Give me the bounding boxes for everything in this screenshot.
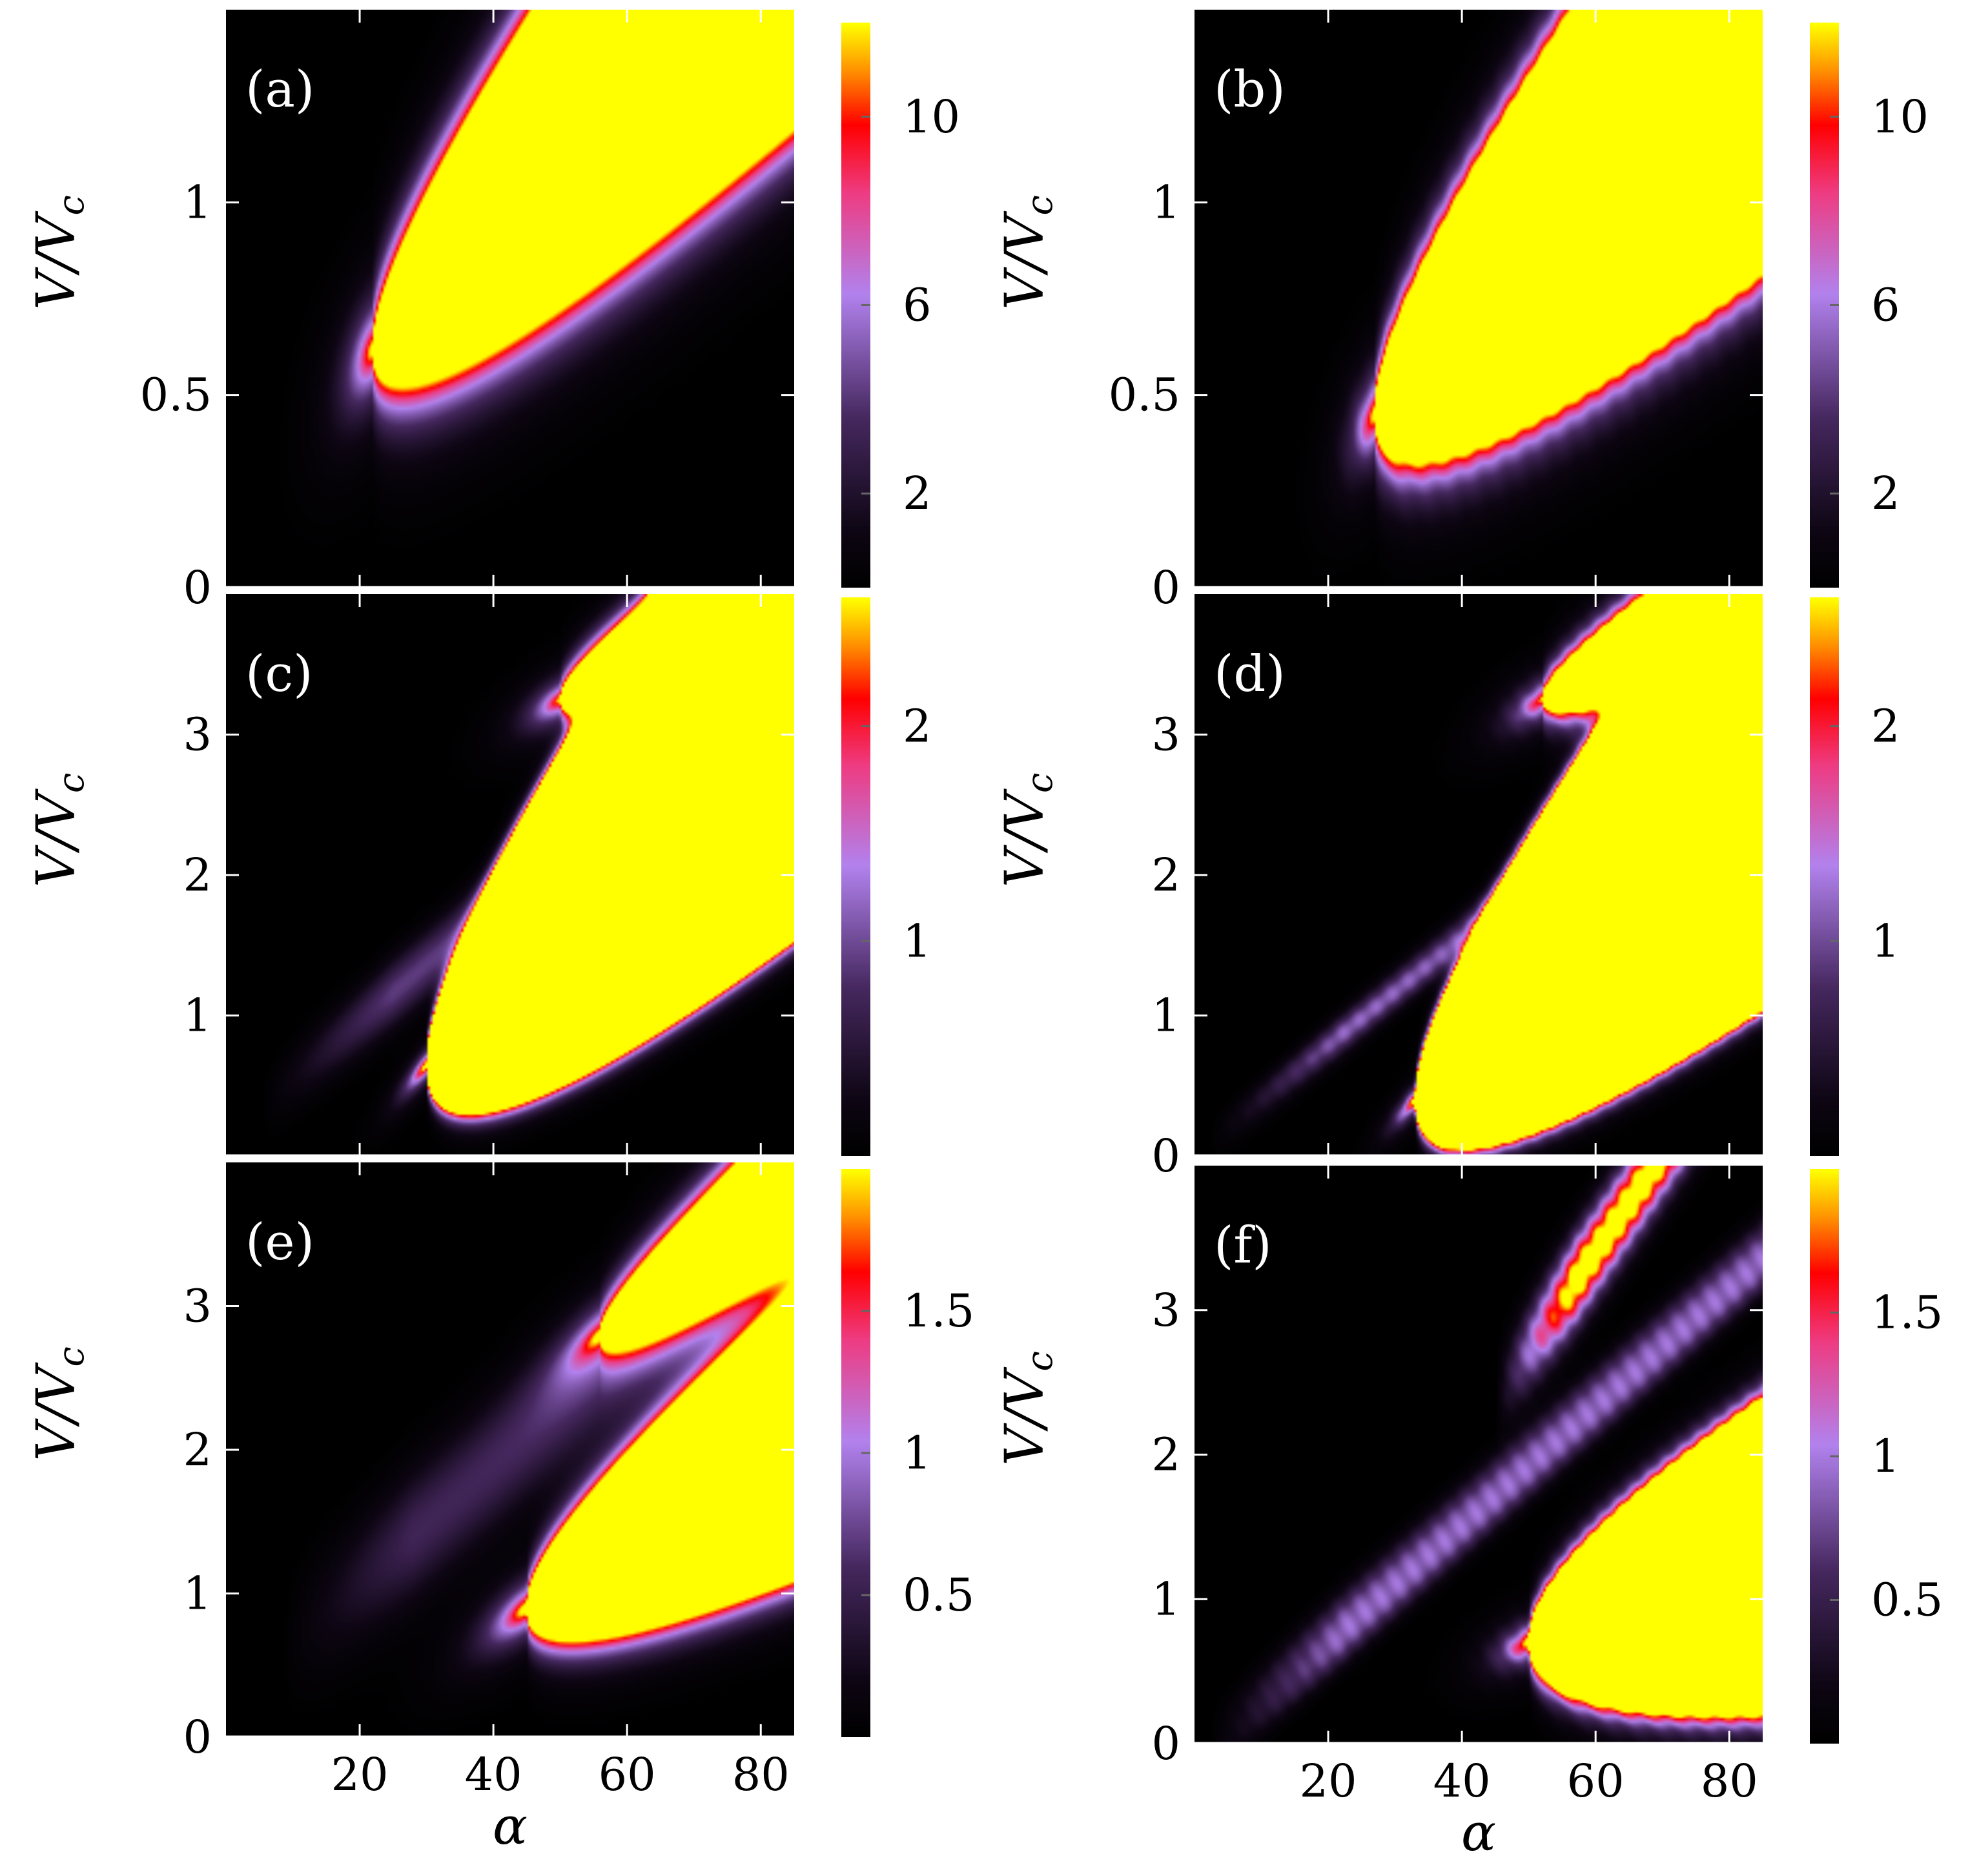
y-axis-label-sub: c (50, 195, 92, 215)
panel-label: (f) (1214, 1217, 1272, 1275)
panel-label: (c) (245, 645, 313, 703)
y-tick-label: 1 (1151, 176, 1180, 229)
panel-label: (b) (1214, 61, 1286, 119)
x-tick-label: 80 (732, 1748, 790, 1801)
x-tick-label: 20 (1300, 1755, 1357, 1808)
colorbar-tick-label: 6 (903, 279, 932, 332)
y-axis-label-main: V/V (994, 1366, 1056, 1466)
y-axis-label-sub: c (50, 1346, 92, 1366)
x-axis-label: α (1461, 1802, 1496, 1862)
colorbar-tick-label: 6 (1871, 279, 1900, 332)
panel-b: 0 0.5 1 V/Vc (b) 2 6 10 (994, 10, 1929, 614)
panel-label: (d) (1214, 645, 1286, 703)
y-tick-label: 1 (183, 176, 212, 229)
y-tick-label: 3 (1151, 708, 1180, 761)
y-tick-label: 1 (1151, 1572, 1180, 1625)
x-tick-label: 60 (599, 1748, 656, 1801)
y-axis-label: V/Vc (994, 773, 1061, 887)
y-axis-label-sub: c (50, 773, 92, 793)
colorbar-tick-label: 1 (1871, 1430, 1900, 1483)
y-axis-label: V/Vc (26, 773, 92, 887)
colorbar-tick-label: 1 (1871, 914, 1900, 967)
y-tick-label: 2 (183, 1423, 212, 1476)
heatmap-a (226, 10, 794, 588)
panel-f: 0 1 2 3 20 40 60 80 α V/Vc (f) 0.5 1 1.5 (994, 1166, 1943, 1862)
x-tick-label: 40 (465, 1748, 522, 1801)
panel-e: 0 1 2 3 20 40 60 80 α V/Vc (e) 0.5 1 1.5 (26, 1162, 974, 1856)
heatmap-d (1195, 594, 1763, 1156)
y-axis-label-main: V/V (26, 1362, 87, 1461)
y-axis-label-sub: c (1019, 1351, 1061, 1371)
y-axis-label-main: V/V (26, 211, 87, 310)
panel-label: (a) (245, 61, 314, 119)
y-axis-label-main: V/V (994, 211, 1056, 310)
colorbar-tick-label: 2 (903, 700, 932, 753)
y-tick-label: 2 (183, 849, 212, 902)
y-axis-label-main: V/V (994, 788, 1056, 887)
y-tick-label: 0 (183, 1711, 212, 1764)
panel-d: 0 1 2 3 V/Vc (d) 1 2 (994, 594, 1900, 1182)
y-tick-label: 1 (1151, 989, 1180, 1042)
y-tick-label: 2 (1151, 1428, 1180, 1481)
y-tick-label: 3 (183, 708, 212, 761)
colorbar-tick-label: 1 (903, 914, 932, 967)
y-tick-label: 0 (1151, 1717, 1180, 1770)
colorbar-tick-label: 2 (1871, 467, 1900, 520)
y-axis-label: V/Vc (994, 195, 1061, 309)
x-axis-label: α (493, 1796, 528, 1856)
heatmap-b (1195, 10, 1763, 588)
y-tick-label: 0.5 (1109, 369, 1180, 422)
y-axis-label-main: V/V (26, 788, 87, 887)
x-tick-label: 60 (1567, 1755, 1625, 1808)
heatmap-e (226, 1162, 794, 1737)
y-axis-label-sub: c (1019, 195, 1061, 215)
y-tick-label: 0 (1151, 1129, 1180, 1182)
y-tick-label: 3 (1151, 1284, 1180, 1337)
y-axis-label-sub: c (1019, 773, 1061, 793)
y-tick-label: 0 (1151, 561, 1180, 614)
panel-a: 0 0.5 1 V/Vc (a) 2 6 10 (26, 10, 960, 614)
y-tick-label: 3 (183, 1280, 212, 1333)
y-tick-label: 0 (183, 561, 212, 614)
panel-c: 1 2 3 V/Vc (c) 1 2 (26, 594, 932, 1158)
colorbar-tick-label: 2 (903, 467, 932, 520)
colorbar-tick-label: 10 (903, 90, 960, 143)
heatmap-c (226, 594, 794, 1156)
colorbar-tick-label: 1.5 (903, 1284, 974, 1337)
y-tick-label: 1 (183, 1567, 212, 1620)
colorbar-d (1810, 597, 1839, 1156)
y-tick-label: 1 (183, 989, 212, 1042)
x-tick-label: 20 (331, 1748, 389, 1801)
colorbar-tick-label: 10 (1871, 90, 1929, 143)
x-tick-label: 80 (1701, 1755, 1758, 1808)
y-axis-label: V/Vc (994, 1351, 1061, 1465)
y-tick-label: 2 (1151, 849, 1180, 902)
colorbar-tick-label: 1.5 (1871, 1286, 1943, 1339)
y-axis-label: V/Vc (26, 1346, 92, 1461)
y-axis-label: V/Vc (26, 195, 92, 309)
colorbar-tick-label: 0.5 (903, 1569, 974, 1622)
colorbar-tick-label: 0.5 (1871, 1574, 1943, 1627)
colorbar-c (841, 597, 870, 1156)
colorbar-tick-label: 2 (1871, 700, 1900, 753)
heatmap-f (1195, 1166, 1763, 1744)
panel-label: (e) (245, 1213, 314, 1272)
x-tick-label: 40 (1433, 1755, 1491, 1808)
y-tick-label: 0.5 (140, 369, 212, 422)
colorbar-tick-label: 1 (903, 1427, 932, 1479)
